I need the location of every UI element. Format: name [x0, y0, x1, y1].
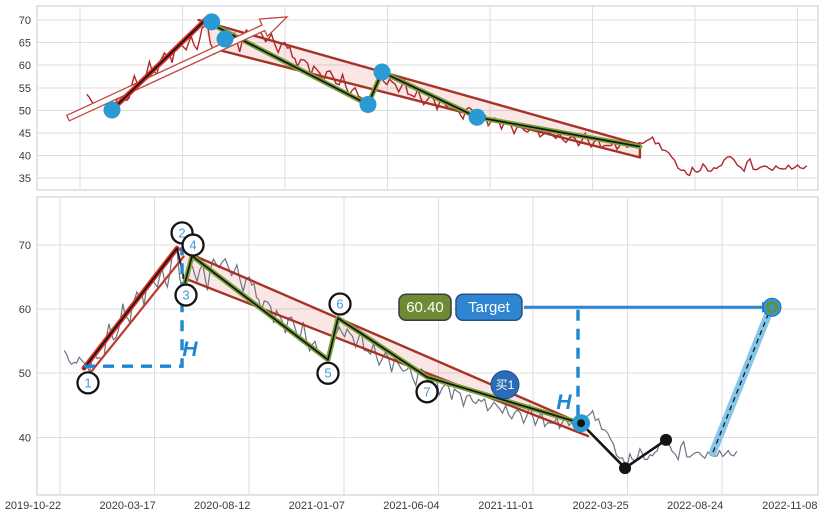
- x-tick-label: 2022-11-08: [762, 500, 817, 512]
- channel-lower-line: [211, 47, 642, 159]
- x-tick-label: 2022-03-25: [572, 500, 628, 512]
- down-channel-fill: [177, 248, 588, 437]
- num-circle: [328, 292, 352, 316]
- impulse-trendline: [81, 245, 180, 371]
- impulse-trendline-core: [83, 247, 178, 369]
- num-label: 1: [84, 375, 91, 390]
- impulse-trendline: [109, 15, 210, 113]
- pivot-dots: [103, 13, 486, 126]
- overview-panel: 70 65 60 55 50 45 40 35: [19, 5, 819, 191]
- wave-point-3: 3: [174, 283, 198, 307]
- gridlines: [37, 6, 818, 190]
- channel-lower-line: [181, 276, 590, 438]
- height-label-2: H: [556, 391, 572, 414]
- num-label: 4: [189, 238, 196, 253]
- impulse-trendline-outer: [88, 255, 185, 375]
- target-price-pill-label: 60.40: [406, 299, 444, 316]
- y-tick-label: 65: [19, 38, 31, 50]
- y-tick-label: 50: [19, 368, 31, 380]
- marker-ring: [765, 301, 778, 314]
- num-circle: [174, 283, 198, 307]
- analysis-panel: 70 60 50 40 H H 60.40 Target 买1 1 2 3 4 5 6 7 2019-10-22…: [5, 196, 819, 512]
- target-marker: [762, 297, 782, 317]
- x-tick-label: 2021-06-04: [383, 500, 439, 512]
- pivot-dot: [203, 13, 221, 31]
- breakdown-dot: [572, 414, 591, 433]
- svg-text:H: H: [556, 391, 572, 414]
- swing-dot: [660, 433, 673, 446]
- swing-dot: [619, 462, 632, 475]
- num-label: 3: [182, 288, 189, 303]
- wave-point-4: 4: [181, 233, 205, 257]
- x-tick-label: 2019-10-22: [5, 500, 61, 512]
- pivot-dot: [359, 96, 377, 114]
- x-tick-label: 2021-01-07: [289, 500, 345, 512]
- x-tick-label: 2022-08-24: [667, 500, 723, 512]
- x-tick-label: 2021-11-01: [478, 500, 533, 512]
- wave-point-7: 7: [415, 380, 439, 404]
- marker-outer: [762, 297, 782, 317]
- y-tick-label: 60: [19, 304, 31, 316]
- corrective-zigzag: [182, 253, 584, 426]
- pivot-dot: [216, 30, 234, 48]
- y-tick-label: 35: [19, 173, 31, 185]
- y-tick-label: 40: [19, 151, 31, 163]
- pivot-dot: [373, 63, 391, 81]
- wave-point-6: 6: [328, 292, 352, 316]
- projection-band: [709, 303, 775, 457]
- dot-core: [577, 419, 586, 428]
- wave-point-1: 1: [76, 371, 100, 395]
- y-tick-label: 70: [19, 240, 31, 252]
- price-swing-low: [580, 422, 673, 475]
- num-label: 6: [336, 297, 343, 312]
- num-circle: [76, 371, 100, 395]
- y-tick-label: 60: [19, 60, 31, 72]
- num-label: 7: [423, 384, 430, 399]
- channel-upper-line: [197, 18, 642, 146]
- y-tick-label: 40: [19, 432, 31, 444]
- x-tick-label: 2020-08-12: [194, 500, 250, 512]
- panel-border: [36, 5, 819, 191]
- y-tick-label: 55: [19, 83, 31, 95]
- impulse-trendline-core: [111, 17, 208, 111]
- price-line-top: [86, 19, 808, 177]
- corrective-zigzag-core: [184, 255, 582, 425]
- num-circle: [316, 361, 340, 385]
- panel-border: [36, 196, 819, 496]
- height-label-1: H: [182, 338, 198, 361]
- y-tick-label: 70: [19, 15, 31, 27]
- svg-text:H: H: [182, 338, 198, 361]
- target-pill-box: [455, 293, 523, 321]
- pivot-dot: [468, 108, 486, 126]
- wave-point-5: 5: [316, 361, 340, 385]
- annotation-underlay: [177, 248, 588, 437]
- x-tick-label: 2020-03-17: [99, 500, 155, 512]
- target-price-pill-box: [398, 293, 452, 321]
- target-pill: Target: [455, 293, 523, 321]
- num-label: 2: [178, 225, 185, 240]
- y-tick-label: 50: [19, 105, 31, 117]
- target-price-pill: 60.40: [398, 293, 452, 321]
- badge-label: 买1: [496, 378, 515, 392]
- target-pill-label: Target: [468, 299, 511, 316]
- badge-circle: [490, 370, 520, 400]
- buy-signal-badge: 买1: [490, 370, 520, 400]
- num-circle: [415, 380, 439, 404]
- band-core: [712, 306, 772, 453]
- y-tick-label: 45: [19, 128, 31, 140]
- pivot-dot: [103, 101, 121, 119]
- num-circle: [181, 233, 205, 257]
- num-label: 5: [324, 366, 331, 381]
